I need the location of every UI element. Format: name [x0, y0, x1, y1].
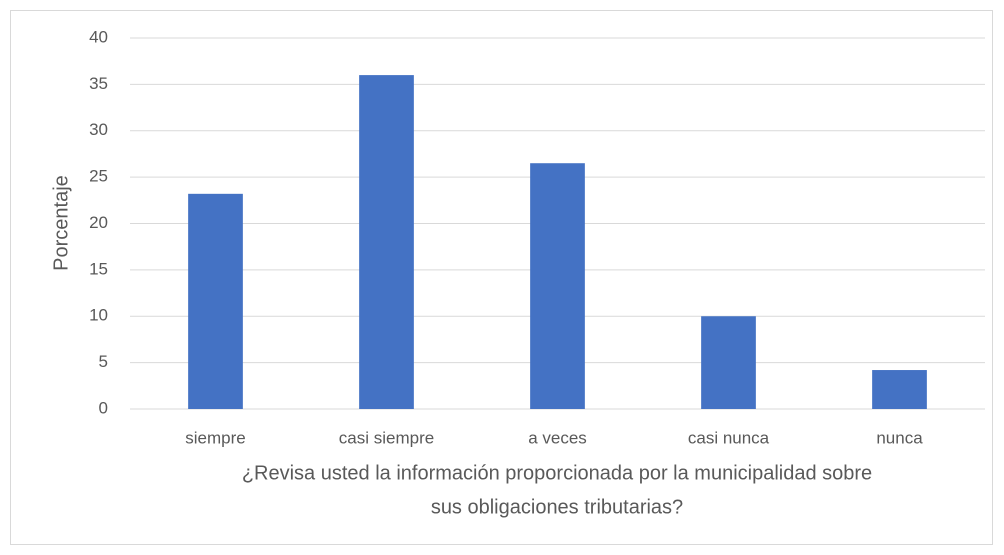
x-axis-title: sus obligaciones tributarias?	[431, 496, 683, 518]
y-tick-label: 35	[89, 74, 108, 93]
x-tick-label: siempre	[185, 428, 245, 447]
bar	[872, 370, 927, 409]
y-tick-label: 5	[99, 352, 108, 371]
y-tick-label: 15	[89, 259, 108, 278]
x-tick-label: casi siempre	[339, 428, 434, 447]
bar	[188, 193, 243, 409]
x-tick-label: nunca	[876, 428, 923, 447]
x-tick-label: casi nunca	[688, 428, 770, 447]
y-tick-label: 40	[89, 27, 108, 46]
x-tick-label: a veces	[528, 428, 587, 447]
y-tick-label: 20	[89, 213, 108, 232]
y-axis-title: Porcentaje	[50, 175, 72, 271]
x-axis-title: ¿Revisa usted la información proporciona…	[242, 462, 872, 484]
y-tick-label: 10	[89, 306, 108, 325]
chart-border	[10, 10, 993, 545]
y-tick-label: 0	[99, 398, 108, 417]
bar	[359, 75, 414, 409]
bar	[530, 163, 585, 409]
y-tick-label: 30	[89, 120, 108, 139]
bar	[701, 316, 756, 409]
y-tick-label: 25	[89, 167, 108, 186]
